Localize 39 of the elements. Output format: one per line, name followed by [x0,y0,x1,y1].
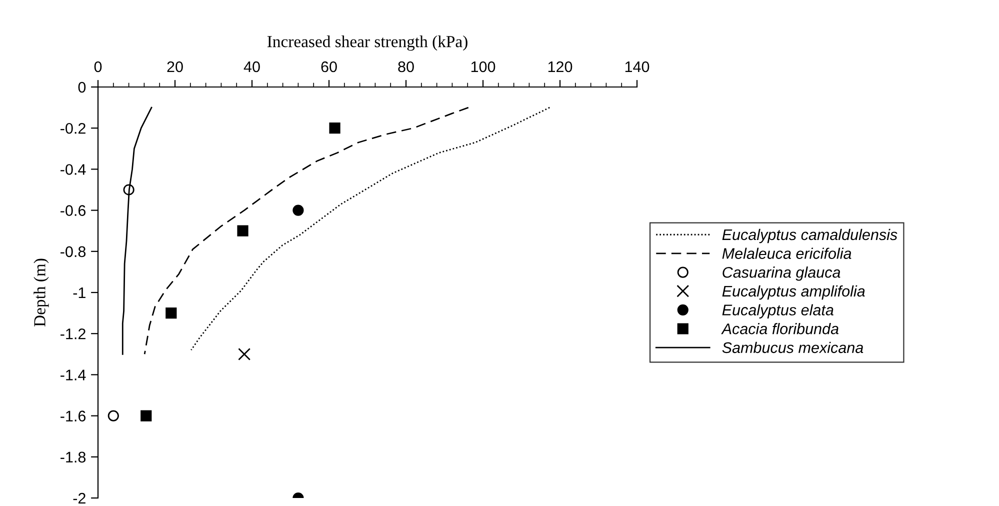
x-tick-label: 80 [398,61,414,72]
point [237,225,248,236]
y-tick-label: -1.4 [60,370,86,380]
y-axis-title: Depth (m) [34,258,49,326]
x-tick-label: 20 [167,61,183,72]
y-tick-label: -1.6 [60,410,86,422]
legend-label: Casuarina glauca [722,266,840,281]
line-series [144,106,470,355]
point [123,184,134,196]
y-tick-label: -0.8 [60,246,86,258]
y-tick-label: -1.8 [60,452,86,463]
x-tick-label: 0 [94,61,102,72]
point [292,204,304,216]
point [140,410,152,422]
y-tick-label: -0.2 [60,122,86,134]
point [166,307,177,319]
point [238,348,251,360]
legend-label: Eucalyptus elata [722,304,834,318]
point [329,122,340,134]
y-tick-label: -1.2 [60,328,86,340]
y-tick-label: -0.4 [60,164,86,175]
x-axis-title: Increased shear strength (kPa) [267,36,468,51]
legend-label: Eucalyptus amplifolia [722,285,865,300]
legend-label: Eucalyptus camaldulensis [722,228,898,244]
y-tick-label: -2 [73,492,86,504]
y-tick-label: -1 [73,288,86,298]
x-tick-label: 60 [321,61,337,72]
y-tick-label: -0.6 [60,205,86,216]
x-tick-label: 120 [548,61,572,72]
x-tick-label: 100 [471,61,496,72]
legend-label: Acacia floribunda [721,323,839,334]
y-tick-label: 0 [78,82,86,93]
x-tick-label: 40 [244,61,260,72]
point [108,410,119,422]
legend-label: Sambucus mexicana [722,342,864,354]
line-series [190,106,550,351]
line-series [122,106,152,355]
legend-label: Melaleuca ericifolia [722,248,852,259]
x-tick-label: 140 [625,61,650,72]
